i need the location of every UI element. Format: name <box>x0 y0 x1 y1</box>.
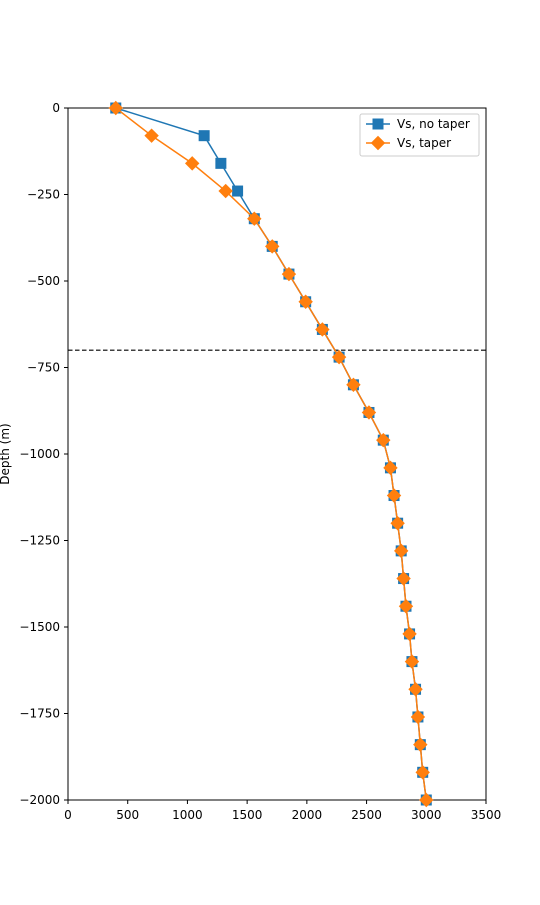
y-tick-label: −250 <box>27 188 60 202</box>
data-point <box>396 571 411 586</box>
data-point <box>410 709 426 725</box>
data-point <box>144 128 159 143</box>
x-tick-label: 2500 <box>351 808 382 822</box>
x-tick-label: 1000 <box>172 808 203 822</box>
data-point <box>419 792 434 808</box>
legend: Vs, no taper Vs, taper <box>359 113 480 157</box>
y-tick-label: −2000 <box>19 793 60 807</box>
x-tick-label: 3000 <box>411 808 442 822</box>
data-point <box>247 211 262 226</box>
y-axis-label: Depth (m) <box>0 423 12 484</box>
data-point <box>413 737 428 752</box>
data-point <box>215 157 227 169</box>
legend-diamond-marker <box>370 135 386 151</box>
data-point <box>386 488 402 503</box>
plot-frame <box>67 107 487 801</box>
y-tick-label: −1750 <box>19 707 60 721</box>
data-point <box>404 654 420 669</box>
series-line <box>115 107 428 801</box>
y-tick-label: −1250 <box>19 534 60 548</box>
y-tick-label: −1000 <box>19 447 60 461</box>
y-tick-label: 0 <box>52 101 60 115</box>
y-tick-label: −750 <box>27 361 60 375</box>
data-point <box>232 185 244 197</box>
data-point <box>281 266 297 282</box>
data-point <box>398 599 414 614</box>
data-point <box>198 130 210 142</box>
legend-label: Vs, taper <box>397 136 451 150</box>
legend-label: Vs, no taper <box>397 117 470 131</box>
data-point <box>408 682 423 697</box>
data-point <box>393 543 409 559</box>
data-point <box>265 239 280 254</box>
data-point <box>298 294 313 309</box>
x-tick-label: 3500 <box>471 808 502 822</box>
x-tick-label: 0 <box>64 808 72 822</box>
data-point <box>331 349 347 365</box>
series-2 <box>108 100 434 808</box>
data-point <box>315 322 330 337</box>
axes: 0 500 1000 1500 2000 2500 3000 3500 0 −250 −500 −75… <box>0 101 501 822</box>
x-tick-label: 500 <box>116 808 139 822</box>
data-point <box>346 377 361 393</box>
data-point <box>415 765 430 780</box>
series-group <box>108 100 434 808</box>
data-point <box>108 100 123 116</box>
data-point <box>184 156 200 171</box>
data-point <box>402 626 417 642</box>
y-tick-label: −500 <box>27 274 60 288</box>
data-point <box>383 460 398 476</box>
y-tick-label: −1500 <box>19 620 60 634</box>
data-point <box>390 515 405 531</box>
x-tick-label: 2000 <box>292 808 323 822</box>
legend-square-marker <box>372 118 384 130</box>
data-point <box>376 432 391 448</box>
x-tick-label: 1500 <box>232 808 263 822</box>
series-1 <box>110 102 432 806</box>
data-point <box>361 405 377 420</box>
data-point <box>218 183 233 199</box>
series-line <box>115 107 428 801</box>
